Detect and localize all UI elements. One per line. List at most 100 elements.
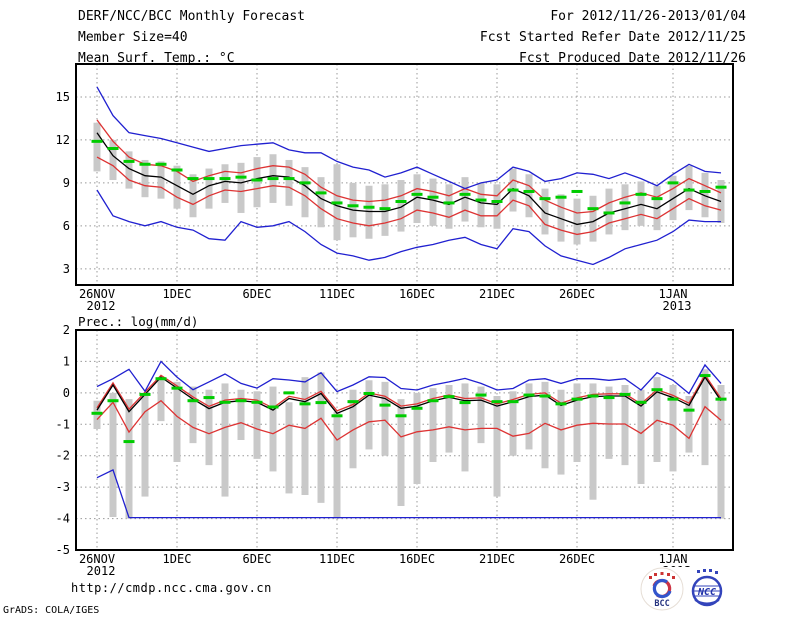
ensemble-spread-bars [237,389,245,440]
ensemble-spread-bars [477,386,485,444]
series-climatology [587,394,599,398]
series-climatology [539,197,551,201]
series-climatology [347,204,359,208]
series-climatology [587,207,599,211]
series-climatology [683,408,695,412]
footer-logos: BCC NCC [596,567,748,618]
ensemble-spread-bars [461,177,469,222]
x-year-label: 2012 [87,564,116,578]
ensemble-spread-bars [189,386,197,444]
ensemble-spread-bars [557,389,565,475]
y-tick-label: 15 [56,90,70,104]
ensemble-spread-bars [493,396,501,497]
series-climatology [539,394,551,398]
series-mean-minus-spread [96,156,722,236]
ensemble-spread-bars [701,369,709,466]
y-tick-label: -3 [56,480,70,494]
series-mean-minus-spread [96,399,722,441]
series-climatology [219,177,231,181]
ensemble-spread-bars [413,174,421,223]
y-tick-label: -2 [56,449,70,463]
series-climatology [411,406,423,410]
ensemble-spread-bars [445,385,453,453]
series-climatology [619,201,631,205]
ensemble-spread-bars [589,383,597,500]
ensemble-spread-bars [685,396,693,453]
series-climatology [155,162,167,166]
ensemble-spread-bars [381,381,389,456]
series-climatology [299,402,311,406]
refer-date-label: Fcst Started Refer Date 2012/11/25 [479,30,746,45]
ensemble-spread-bars [93,400,101,429]
ensemble-spread-bars [637,181,645,226]
ensemble-spread-bars [301,167,309,218]
series-climatology [203,177,215,181]
x-tick-label: 6DEC [243,552,272,566]
series-climatology [571,189,583,193]
series-climatology [187,177,199,181]
series-climatology [235,175,247,179]
bcc-logo-chinese-text [649,572,675,579]
series-climatology [219,400,231,404]
y-tick-label: 3 [63,262,70,276]
series-climatology [651,197,663,201]
series-climatology [363,391,375,395]
ensemble-spread-bars [125,399,133,519]
y-tick-label: 2 [63,323,70,337]
ensemble-spread-bars [621,385,629,466]
ensemble-spread-bars [509,391,517,456]
ensemble-spread-bars [461,383,469,472]
ensemble-spread-bars [141,396,149,497]
ensemble-spread-bars [493,184,501,229]
ensemble-spread-bars [221,383,229,497]
ensemble-spread-bars [605,386,613,459]
x-year-label: 2012 [87,299,116,313]
ensemble-spread-bars [365,380,373,450]
source-url: http://cmdp.ncc.cma.gov.cn [71,581,272,595]
series-climatology [443,395,455,399]
series-climatology [715,185,727,189]
x-tick-label: 11DEC [319,552,355,566]
x-year-label: 2013 [663,299,692,313]
series-climatology [651,388,663,392]
ensemble-spread-bars [557,194,565,242]
series-climatology [251,178,263,182]
ensemble-spread-bars [221,164,229,203]
series-climatology [283,177,295,181]
ensemble-spread-bars [445,184,453,229]
plot-frame [75,329,734,551]
series-climatology [603,396,615,400]
series-climatology [203,396,215,400]
series-climatology [155,377,167,381]
series-climatology [507,400,519,404]
x-tick-label: 16DEC [399,552,435,566]
series-climatology [475,393,487,397]
series-climatology [379,207,391,211]
page-title: DERF/NCC/BCC Monthly Forecast [78,9,305,24]
series-climatology [331,201,343,205]
series-climatology [363,205,375,209]
series-ensemble-mean [96,132,722,226]
produced-date-label: Fcst Produced Date 2012/11/26 [519,51,746,66]
ncc-logo-wreath-icon [691,575,723,607]
series-climatology [395,414,407,418]
x-tick-label: 21DEC [479,287,515,301]
series-climatology [347,400,359,404]
y-tick-label: 12 [56,133,70,147]
series-mean-plus-spread [96,119,722,214]
ensemble-spread-bars [141,159,149,198]
x-tick-label: 1DEC [163,552,192,566]
ensemble-spread-bars [109,392,117,517]
x-tick-label: 26NOV [79,552,115,566]
ensemble-spread-bars [173,165,181,209]
series-climatology [427,399,439,403]
x-tick-label: 21DEC [479,552,515,566]
ensemble-spread-bars [205,168,213,209]
series-climatology [491,400,503,404]
ensemble-spread-bars [285,159,293,206]
series-climatology [619,392,631,396]
series-climatology [267,405,279,409]
x-tick-label: 16DEC [399,287,435,301]
series-climatology [379,403,391,407]
ensemble-spread-bars [205,389,213,466]
